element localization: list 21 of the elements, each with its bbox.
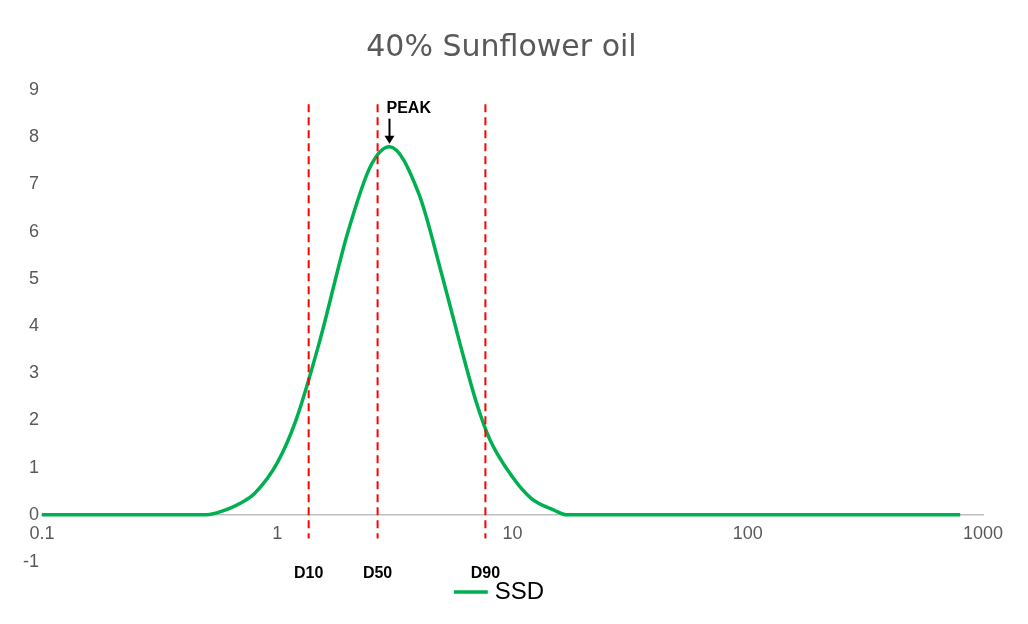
- ref-line-label: D90: [470, 564, 501, 582]
- y-tick-label: 7: [28, 173, 39, 194]
- x-tick-label: 100: [732, 522, 763, 543]
- y-tick-label: -1: [22, 550, 39, 571]
- x-tick-label: 1: [272, 522, 283, 543]
- y-tick-label: 3: [28, 362, 39, 383]
- x-tick-label: 1000: [962, 522, 1004, 543]
- y-tick-label: 5: [28, 267, 39, 288]
- x-tick-label: 0.1: [29, 522, 55, 543]
- ref-line-label: D50: [362, 564, 393, 582]
- y-tick-label: 9: [28, 78, 39, 99]
- y-tick-label: 1: [28, 456, 39, 477]
- y-tick-label: 6: [28, 220, 39, 241]
- ref-line-label: D10: [293, 564, 324, 582]
- annotation: PEAK: [386, 99, 432, 117]
- y-tick-label: 0: [28, 503, 39, 524]
- y-tick-label: 4: [28, 314, 39, 335]
- y-tick-label: 2: [28, 409, 39, 430]
- y-tick-label: 8: [28, 126, 39, 147]
- chart-title: 40% Sunflower oil: [366, 27, 637, 63]
- x-tick-label: 10: [502, 522, 523, 543]
